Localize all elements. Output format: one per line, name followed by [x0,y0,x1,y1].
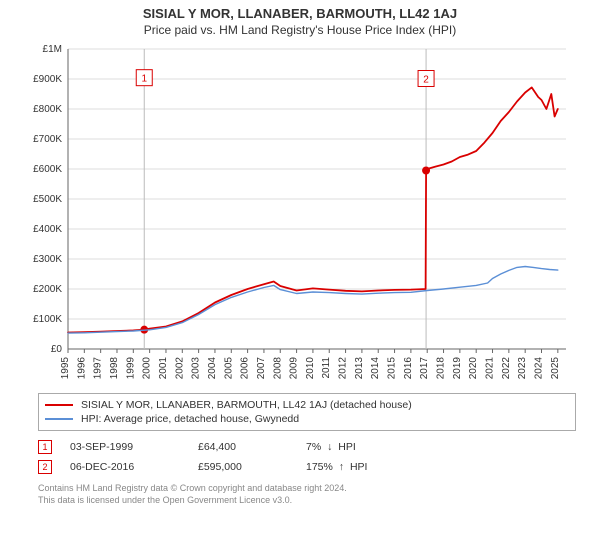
svg-text:2011: 2011 [321,357,332,379]
svg-text:£800K: £800K [33,104,62,115]
svg-text:2013: 2013 [354,357,365,380]
event-row: 2 06-DEC-2016 £595,000 175% ↑ HPI [38,457,576,477]
legend-swatch [45,418,73,420]
svg-text:2012: 2012 [338,357,349,380]
event-price: £64,400 [198,441,288,453]
svg-text:2001: 2001 [158,357,169,380]
chart-area: £0 £100K £200K £300K £400K £500K £600K £700K £80… [20,43,580,389]
svg-text:£700K: £700K [33,134,62,145]
svg-text:£100K: £100K [33,314,62,325]
svg-text:2006: 2006 [240,357,251,380]
svg-text:2020: 2020 [468,357,479,380]
event-price: £595,000 [198,461,288,473]
event-marker: 2 [38,460,52,474]
svg-text:2015: 2015 [387,357,398,380]
svg-text:2014: 2014 [370,357,381,380]
svg-text:2022: 2022 [501,357,512,380]
svg-text:2008: 2008 [272,357,283,380]
svg-text:£400K: £400K [33,224,62,235]
svg-text:2000: 2000 [142,357,153,380]
svg-text:2010: 2010 [305,357,316,380]
svg-text:2002: 2002 [174,357,185,380]
svg-text:1995: 1995 [60,357,71,380]
event-row: 1 03-SEP-1999 £64,400 7% ↓ HPI [38,437,576,457]
svg-text:2004: 2004 [207,357,218,380]
svg-text:1996: 1996 [76,357,87,380]
svg-text:£500K: £500K [33,194,62,205]
svg-text:£0: £0 [51,344,63,355]
svg-text:1998: 1998 [109,357,120,380]
legend-item: HPI: Average price, detached house, Gwyn… [45,412,569,426]
svg-text:2003: 2003 [191,357,202,380]
event-list: 1 03-SEP-1999 £64,400 7% ↓ HPI 2 06-DEC-2016 £… [38,437,576,477]
legend: SISIAL Y MOR, LLANABER, BARMOUTH, LL42 1… [38,393,576,431]
price-chart: £0 £100K £200K £300K £400K £500K £600K £700K £80… [20,43,580,389]
svg-text:2024: 2024 [534,357,545,380]
footer-line-2: This data is licensed under the Open Gov… [38,495,576,507]
event-marker: 1 [38,440,52,454]
svg-text:2018: 2018 [436,357,447,380]
svg-text:1997: 1997 [93,357,104,380]
svg-text:£300K: £300K [33,254,62,265]
svg-text:2009: 2009 [289,357,300,380]
legend-item: SISIAL Y MOR, LLANABER, BARMOUTH, LL42 1… [45,398,569,412]
svg-text:2017: 2017 [419,357,430,380]
legend-swatch [45,404,73,406]
svg-text:2019: 2019 [452,357,463,380]
svg-text:2016: 2016 [403,357,414,380]
footer-line-1: Contains HM Land Registry data © Crown c… [38,483,576,495]
legend-label: HPI: Average price, detached house, Gwyn… [81,413,299,425]
svg-text:1: 1 [141,74,147,85]
chart-subtitle: Price paid vs. HM Land Registry's House … [0,21,600,43]
svg-text:£200K: £200K [33,284,62,295]
svg-text:2: 2 [423,75,429,86]
svg-text:£900K: £900K [33,74,62,85]
event-date: 06-DEC-2016 [70,461,180,473]
svg-text:£1M: £1M [43,44,62,55]
svg-text:2023: 2023 [517,357,528,380]
svg-text:£600K: £600K [33,164,62,175]
event-date: 03-SEP-1999 [70,441,180,453]
svg-text:2021: 2021 [485,357,496,380]
event-pct: 7% ↓ HPI [306,441,356,453]
chart-title: SISIAL Y MOR, LLANABER, BARMOUTH, LL42 1… [0,0,600,21]
svg-text:2025: 2025 [550,357,561,380]
svg-text:2007: 2007 [256,357,267,380]
svg-text:1999: 1999 [125,357,136,380]
event-pct: 175% ↑ HPI [306,461,367,473]
footer-attribution: Contains HM Land Registry data © Crown c… [38,483,576,506]
svg-text:2005: 2005 [223,357,234,380]
legend-label: SISIAL Y MOR, LLANABER, BARMOUTH, LL42 1… [81,399,412,411]
